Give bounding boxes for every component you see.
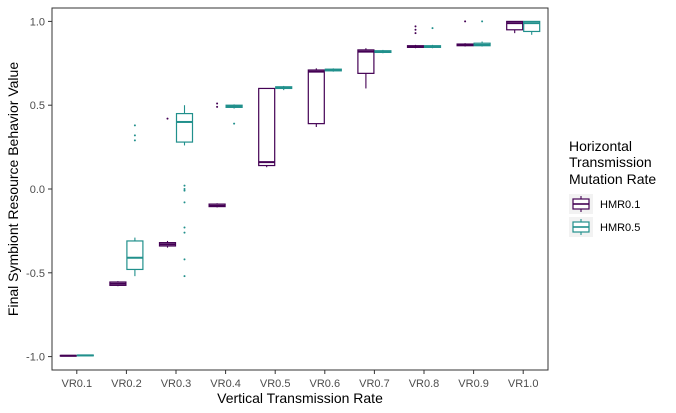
box-hmr01-vr07 <box>357 48 375 89</box>
outlier-point <box>464 20 467 23</box>
legend: Horizontal Transmission Mutation Rate HM… <box>569 138 656 237</box>
box-body <box>357 49 375 74</box>
outlier-point <box>414 28 417 31</box>
box-body <box>523 20 541 33</box>
plot-layer <box>59 20 541 357</box>
box-body <box>506 20 524 31</box>
box-hmr05-vr05 <box>275 85 293 91</box>
x-tick-label: VR1.0 <box>508 378 539 390</box>
box-body <box>126 240 144 271</box>
box-hmr01-vr01 <box>59 354 77 357</box>
box-hmr01-vr06 <box>307 68 325 127</box>
x-tick-label: VR0.8 <box>409 378 440 390</box>
box-hmr05-vr07 <box>374 49 392 54</box>
box-hmr05-vr06 <box>324 68 342 72</box>
box-body <box>307 69 325 125</box>
y-tick-label: 0.0 <box>30 184 45 196</box>
outlier-point <box>183 184 186 187</box>
legend-title-line-2: Transmission <box>569 154 652 170</box>
box-hmr05-vr02 <box>126 124 144 277</box>
legend-keys <box>569 194 593 237</box>
y-tick-label: 0.5 <box>30 100 45 112</box>
outlier-point <box>183 258 186 261</box>
box-hmr05-vr09 <box>473 20 491 47</box>
outlier-point <box>431 27 434 30</box>
y-tick-label: -0.5 <box>26 268 45 280</box>
box-hmr01-vr05 <box>258 87 276 168</box>
x-tick-label: VR0.1 <box>62 378 93 390</box>
outlier-point <box>216 102 219 105</box>
y-tick-label: 1.0 <box>30 16 45 28</box>
box-hmr05-vr10 <box>523 20 541 35</box>
outlier-point <box>414 32 417 35</box>
outlier-point <box>233 122 236 125</box>
outlier-point <box>183 188 186 190</box>
y-axis-title: Final Symbiont Resource Behavior Value <box>5 62 21 316</box>
box-body <box>175 112 194 143</box>
box-hmr05-vr01 <box>76 354 94 357</box>
outlier-point <box>133 124 136 127</box>
box-hmr01-vr04 <box>208 102 226 208</box>
box-hmr01-vr02 <box>109 281 127 287</box>
outlier-point <box>183 201 186 204</box>
x-tick-label: VR0.2 <box>111 378 142 390</box>
outlier-point <box>216 105 219 108</box>
x-tick-label: VR0.3 <box>161 378 192 390</box>
box-hmr01-vr09 <box>456 20 474 47</box>
axes-layer: -1.0 -0.5 0.0 0.5 1.0 VR0.1 VR0.2 VR0.3 VR0.4 VR0… <box>26 16 538 390</box>
outlier-point <box>414 25 417 28</box>
box-hmr05-vr08 <box>423 27 442 49</box>
legend-title-line-3: Mutation Rate <box>569 171 656 187</box>
plot-panel-border <box>51 7 549 371</box>
outlier-point <box>183 226 186 229</box>
outlier-point <box>133 139 136 142</box>
outlier-point <box>183 189 186 192</box>
y-tick-label: -1.0 <box>26 352 45 364</box>
outlier-point <box>183 231 186 234</box>
x-tick-label: VR0.5 <box>260 378 291 390</box>
box-hmr01-vr03 <box>158 117 177 248</box>
legend-label-hmr01: HMR0.1 <box>600 199 640 211</box>
legend-title-line-1: Horizontal <box>569 138 632 154</box>
box-body <box>258 87 276 167</box>
legend-key-hmr05 <box>569 217 593 237</box>
outlier-point <box>133 134 136 137</box>
box-hmr01-vr10 <box>506 20 524 34</box>
x-axis-title: Vertical Transmission Rate <box>217 390 383 406</box>
x-tick-label: VR0.6 <box>310 378 341 390</box>
legend-key-hmr01 <box>569 194 593 214</box>
outlier-point <box>183 275 186 278</box>
box-hmr05-vr04 <box>225 104 243 125</box>
outlier-point <box>166 117 169 120</box>
legend-label-hmr05: HMR0.5 <box>600 222 640 234</box>
outlier-point <box>481 20 484 23</box>
x-tick-label: VR0.7 <box>359 378 390 390</box>
x-tick-label: VR0.4 <box>210 378 241 390</box>
box-hmr05-vr03 <box>175 105 194 278</box>
box-hmr01-vr08 <box>406 25 425 49</box>
x-tick-label: VR0.9 <box>458 378 489 390</box>
